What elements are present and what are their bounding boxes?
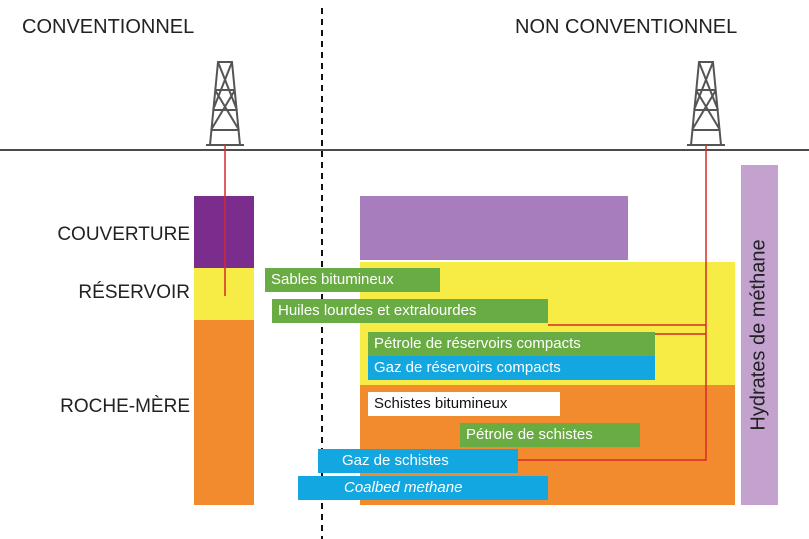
derrick-right	[687, 62, 725, 145]
diagram: CONVENTIONNEL NON CONVENTIONNEL COUVERTU…	[0, 0, 809, 539]
source-rock	[194, 320, 254, 505]
header-left: CONVENTIONNEL	[22, 16, 194, 39]
resource-label: Sables bitumineux	[265, 268, 440, 292]
reservoir	[194, 268, 254, 320]
resource-label: Huiles lourdes et extralourdes	[272, 299, 548, 323]
cap-rock	[360, 196, 628, 260]
layer-label: RÉSERVOIR	[0, 282, 190, 304]
cap-rock	[194, 196, 254, 268]
layer-label: COUVERTURE	[0, 224, 190, 246]
header-right: NON CONVENTIONNEL	[515, 16, 737, 39]
resource-label: Pétrole de schistes	[460, 423, 640, 447]
resource-label: Schistes bitumineux	[368, 392, 560, 416]
hydrates-label: Hydrates de méthane	[748, 239, 771, 430]
resource-label: Gaz de réservoirs compacts	[368, 356, 655, 380]
layer-label: ROCHE-MÈRE	[0, 396, 190, 418]
resource-label: Gaz de schistes	[318, 449, 518, 473]
resource-label: Pétrole de réservoirs compacts	[368, 332, 655, 356]
derrick-left	[206, 62, 244, 145]
resource-label: Coalbed methane	[298, 476, 548, 500]
